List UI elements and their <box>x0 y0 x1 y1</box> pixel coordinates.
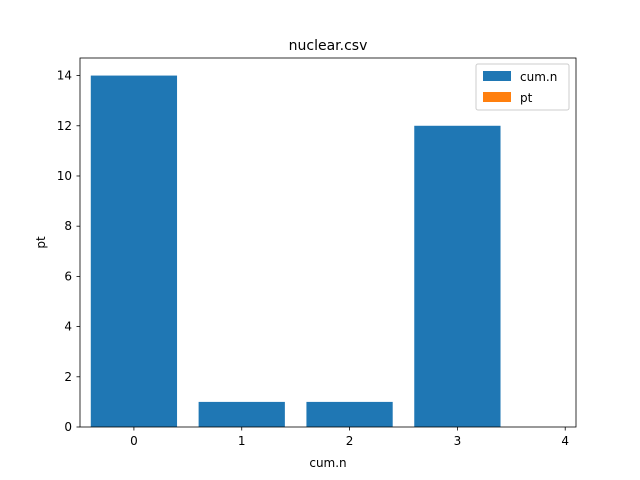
x-tick-label: 2 <box>346 434 354 448</box>
y-tick-label: 0 <box>64 420 72 434</box>
chart-title: nuclear.csv <box>289 38 368 54</box>
legend: cum.n pt <box>475 63 570 111</box>
x-tick-label: 3 <box>454 434 462 448</box>
x-tick-label: 0 <box>130 434 138 448</box>
legend-label: cum.n <box>520 70 557 84</box>
y-tick-label: 6 <box>64 269 72 283</box>
x-tick-label: 1 <box>238 434 246 448</box>
legend-label: pt <box>520 91 533 105</box>
bar-0 <box>90 75 178 428</box>
x-axis-label: cum.n <box>309 456 346 470</box>
bar-1 <box>198 401 285 427</box>
y-tick-label: 8 <box>64 219 72 233</box>
y-tick-label: 12 <box>57 119 72 133</box>
bar-2 <box>306 401 393 427</box>
y-axis: 0 2 4 6 8 10 12 14 <box>57 69 80 434</box>
bar-3 <box>414 125 501 427</box>
bars-group <box>90 75 501 428</box>
x-axis: 0 1 2 3 4 <box>130 427 569 448</box>
x-tick-label: 4 <box>561 434 569 448</box>
plot-frame <box>79 57 577 428</box>
y-tick-label: 4 <box>64 320 72 334</box>
legend-swatch <box>483 71 511 81</box>
legend-swatch <box>483 92 511 102</box>
y-tick-label: 14 <box>57 69 72 83</box>
y-axis-label: pt <box>34 236 48 249</box>
y-tick-label: 2 <box>64 370 72 384</box>
y-tick-label: 10 <box>57 169 72 183</box>
